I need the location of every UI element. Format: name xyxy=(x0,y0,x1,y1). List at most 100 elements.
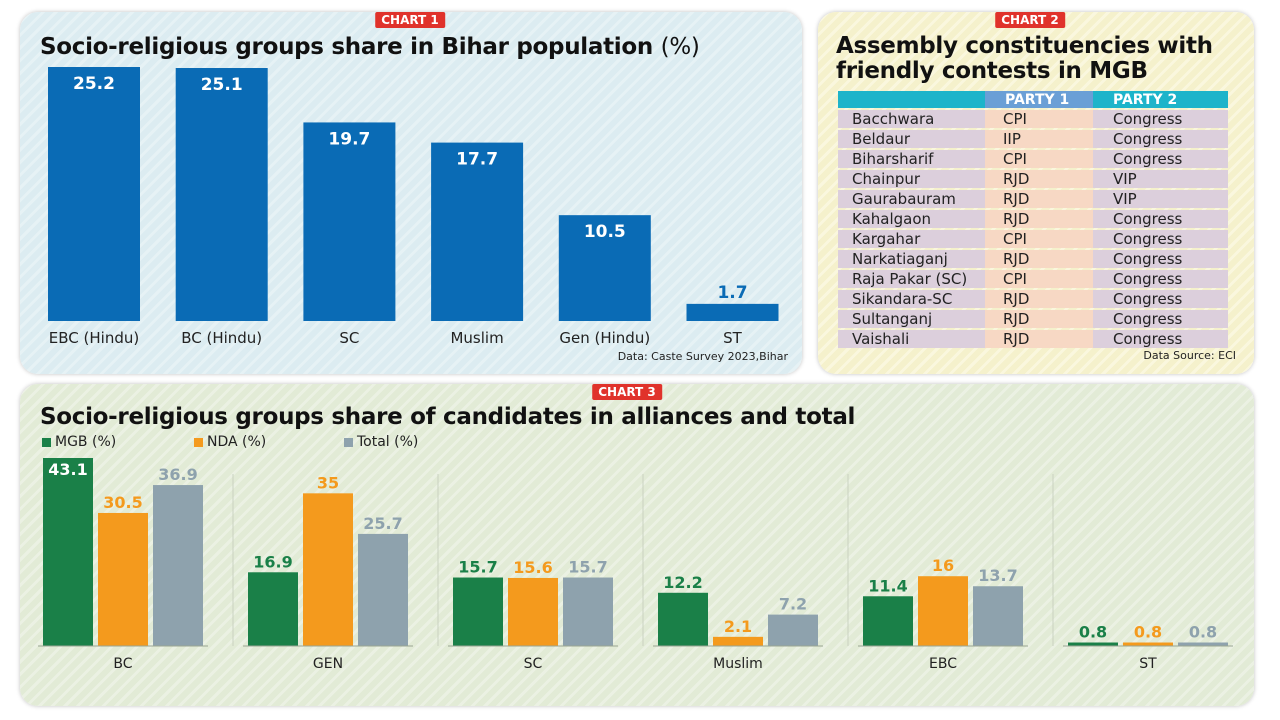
data-label: 30.5 xyxy=(103,493,142,512)
category-label: EBC xyxy=(929,656,957,672)
table-row: Vaishali RJD Congress xyxy=(838,330,1228,348)
category-label: SC xyxy=(339,329,359,347)
friendly-contests-table: PARTY 1 PARTY 2 Bacchwara CPI Congress Beld… xyxy=(838,89,1228,350)
chart3-panel: CHART 3 Socio-religious groups share of … xyxy=(20,384,1254,706)
bar-total xyxy=(768,614,818,646)
data-label: 7.2 xyxy=(779,595,807,614)
party1-cell: RJD xyxy=(985,310,1093,328)
chart2-badge: CHART 2 xyxy=(995,12,1065,28)
data-label: 15.7 xyxy=(458,558,497,577)
bar-total xyxy=(153,485,203,646)
constituency-cell: Kargahar xyxy=(838,230,985,248)
data-label: 12.2 xyxy=(663,573,702,592)
party1-cell: RJD xyxy=(985,290,1093,308)
category-label: EBC (Hindu) xyxy=(49,329,139,347)
table-row: Raja Pakar (SC) CPI Congress xyxy=(838,270,1228,288)
bar-nda xyxy=(713,636,763,646)
constituency-cell: Sultanganj xyxy=(838,310,985,328)
party2-cell: Congress xyxy=(1093,330,1228,348)
party2-cell: Congress xyxy=(1093,130,1228,148)
category-label: Muslim xyxy=(713,656,763,672)
chart1-plot: 25.2 EBC (Hindu) 25.1 BC (Hindu) 19.7 SC 17.7 M… xyxy=(48,67,779,347)
table-row: Sultanganj RJD Congress xyxy=(838,310,1228,328)
header-party1: PARTY 1 xyxy=(985,91,1093,108)
party2-cell: Congress xyxy=(1093,150,1228,168)
party1-cell: RJD xyxy=(985,330,1093,348)
category-label: BC (Hindu) xyxy=(181,329,262,347)
header-constituency xyxy=(838,91,985,108)
chart3-title: Socio-religious groups share of candidat… xyxy=(40,404,856,430)
data-label: 13.7 xyxy=(978,566,1017,585)
bar xyxy=(175,68,268,321)
table-row: Kargahar CPI Congress xyxy=(838,230,1228,248)
constituency-cell: Chainpur xyxy=(838,170,985,188)
bar-mgb xyxy=(453,577,503,646)
chart1-title-text: Socio-religious groups share in Bihar po… xyxy=(40,34,653,60)
data-label: 19.7 xyxy=(328,129,370,149)
constituency-cell: Gaurabauram xyxy=(838,190,985,208)
header-party2: PARTY 2 xyxy=(1093,91,1228,108)
data-label: 43.1 xyxy=(48,460,87,479)
party1-cell: RJD xyxy=(985,250,1093,268)
legend-label: Total (%) xyxy=(357,434,419,450)
party2-cell: Congress xyxy=(1093,230,1228,248)
table-row: Beldaur IIP Congress xyxy=(838,130,1228,148)
data-label: 0.8 xyxy=(1134,623,1162,642)
bar xyxy=(48,67,140,321)
constituency-cell: Bacchwara xyxy=(838,110,985,128)
party1-cell: CPI xyxy=(985,150,1093,168)
bar-nda xyxy=(508,577,558,646)
bar-nda xyxy=(1123,642,1173,646)
party1-cell: IIP xyxy=(985,130,1093,148)
bar-nda xyxy=(303,493,353,646)
bar-total xyxy=(358,533,408,646)
bar-nda xyxy=(98,512,148,646)
chart2-source: Data Source: ECI xyxy=(1143,349,1236,362)
party2-cell: Congress xyxy=(1093,270,1228,288)
legend-total: Total (%) xyxy=(344,434,418,450)
table-header: PARTY 1 PARTY 2 xyxy=(838,91,1228,108)
table-row: Narkatiaganj RJD Congress xyxy=(838,250,1228,268)
data-label: 25.7 xyxy=(363,514,402,533)
category-label: BC xyxy=(113,656,132,672)
table-row: Bacchwara CPI Congress xyxy=(838,110,1228,128)
chart1-title: Socio-religious groups share in Bihar po… xyxy=(40,34,700,60)
party1-cell: RJD xyxy=(985,170,1093,188)
bar xyxy=(686,303,779,321)
party1-cell: RJD xyxy=(985,190,1093,208)
constituency-cell: Kahalgaon xyxy=(838,210,985,228)
constituency-cell: Vaishali xyxy=(838,330,985,348)
table-row: Gaurabauram RJD VIP xyxy=(838,190,1228,208)
data-label: 11.4 xyxy=(868,576,907,595)
party2-cell: Congress xyxy=(1093,110,1228,128)
party1-cell: RJD xyxy=(985,210,1093,228)
chart1-badge: CHART 1 xyxy=(375,12,445,28)
data-label: 0.8 xyxy=(1079,623,1107,642)
party2-cell: Congress xyxy=(1093,210,1228,228)
constituency-cell: Beldaur xyxy=(838,130,985,148)
chart1-title-unit: (%) xyxy=(660,34,700,60)
bar-total xyxy=(973,586,1023,646)
constituency-cell: Sikandara-SC xyxy=(838,290,985,308)
data-label: 25.2 xyxy=(73,74,115,94)
data-label: 15.6 xyxy=(513,558,552,577)
bar-mgb xyxy=(1068,642,1118,646)
data-label: 16.9 xyxy=(253,552,292,571)
party1-cell: CPI xyxy=(985,270,1093,288)
party2-cell: Congress xyxy=(1093,290,1228,308)
data-label: 25.1 xyxy=(201,75,243,95)
category-label: ST xyxy=(1139,656,1157,672)
chart2-title-line2: friendly contests in MGB xyxy=(836,58,1148,84)
data-label: 0.8 xyxy=(1189,623,1217,642)
data-label: 16 xyxy=(932,556,954,575)
bar-total xyxy=(563,577,613,646)
category-label: Muslim xyxy=(450,329,503,347)
chart2-panel: CHART 2 Assembly constituencies with fri… xyxy=(818,12,1254,374)
data-label: 17.7 xyxy=(456,150,498,170)
party2-cell: Congress xyxy=(1093,310,1228,328)
table-row: Chainpur RJD VIP xyxy=(838,170,1228,188)
table-row: Sikandara-SC RJD Congress xyxy=(838,290,1228,308)
table-row: Kahalgaon RJD Congress xyxy=(838,210,1228,228)
party2-cell: Congress xyxy=(1093,250,1228,268)
bar xyxy=(431,142,524,321)
